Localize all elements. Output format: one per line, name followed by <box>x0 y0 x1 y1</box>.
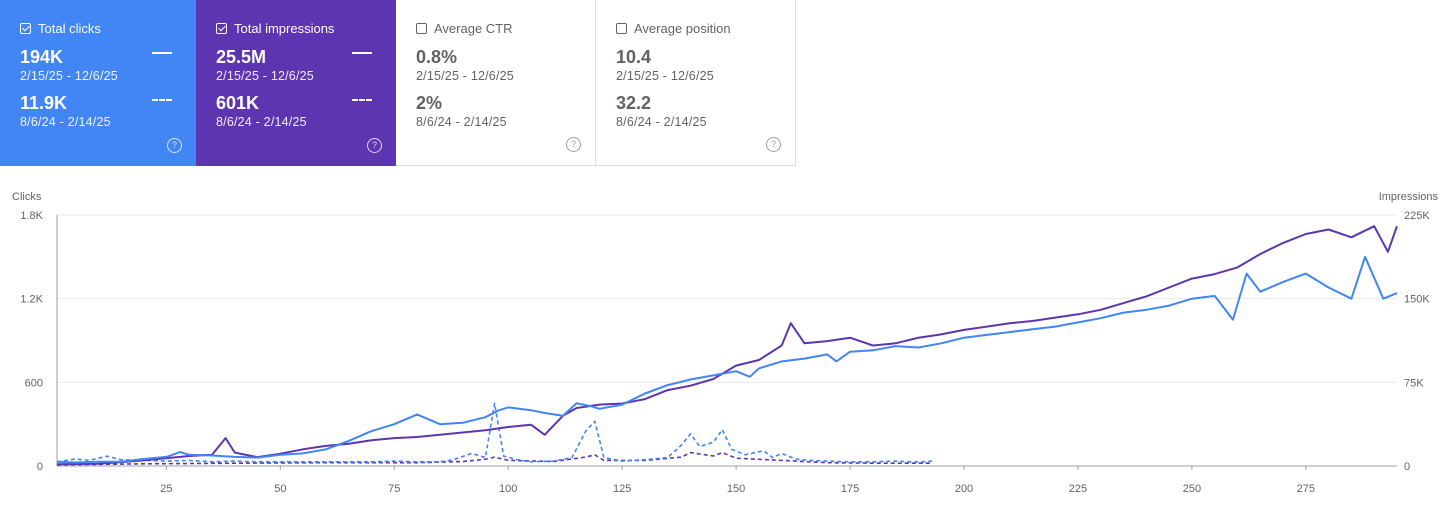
left-y-tick-label: 0 <box>37 461 43 473</box>
help-icon[interactable]: ? <box>367 138 382 153</box>
average-position-header[interactable]: Average position <box>616 21 731 36</box>
series-line-total-impressions <box>56 225 1398 466</box>
total-impressions-card[interactable]: Total impressions 25.5M 2/15/25 - 12/6/2… <box>196 0 396 166</box>
dashed-line-legend-icon <box>152 99 172 101</box>
total-clicks-label: Total clicks <box>38 21 101 36</box>
left-y-axis: 0 600 1.2K 1.8K <box>20 210 43 473</box>
total-clicks-previous-value: 11.9K <box>20 93 68 113</box>
x-tick-label: 50 <box>274 483 286 495</box>
total-clicks-previous-range: 8/6/24 - 2/14/25 <box>20 115 111 129</box>
left-y-tick-label: 1.2K <box>20 294 43 306</box>
average-ctr-previous-value: 2% <box>416 93 443 113</box>
average-ctr-current-value: 0.8% <box>416 47 458 67</box>
total-clicks-card[interactable]: Total clicks 194K 2/15/25 - 12/6/25 11.9… <box>0 0 196 166</box>
total-impressions-header[interactable]: Total impressions <box>216 21 334 36</box>
x-tick-label: 200 <box>955 483 973 495</box>
x-tick-label: 125 <box>613 483 631 495</box>
checkbox-unchecked-icon[interactable] <box>616 23 627 34</box>
average-ctr-card[interactable]: Average CTR 0.8% 2/15/25 - 12/6/25 2% 8/… <box>396 0 596 166</box>
checkbox-checked-icon[interactable] <box>216 23 227 34</box>
left-axis-title: Clicks <box>12 191 42 203</box>
gridlines <box>56 214 1397 467</box>
total-impressions-current-range: 2/15/25 - 12/6/25 <box>216 69 314 83</box>
average-position-current-range: 2/15/25 - 12/6/25 <box>616 69 714 83</box>
series-line-total-impressions-previous <box>56 451 933 466</box>
metric-cards: Total clicks 194K 2/15/25 - 12/6/25 11.9… <box>0 0 796 166</box>
left-y-tick-label: 600 <box>25 377 43 389</box>
x-tick-label: 275 <box>1297 483 1315 495</box>
series-lines <box>56 225 1398 466</box>
help-icon[interactable]: ? <box>766 137 781 152</box>
right-axis-title: Impressions <box>1378 191 1438 203</box>
total-clicks-current-range: 2/15/25 - 12/6/25 <box>20 69 118 83</box>
total-impressions-label: Total impressions <box>234 21 335 36</box>
series-line-total-clicks <box>56 255 1398 464</box>
x-tick-label: 225 <box>1069 483 1087 495</box>
checkbox-checked-icon[interactable] <box>20 23 31 34</box>
average-position-card[interactable]: Average position 10.4 2/15/25 - 12/6/25 … <box>596 0 796 166</box>
help-icon[interactable]: ? <box>566 137 581 152</box>
x-tick-label: 150 <box>727 483 745 495</box>
average-position-label: Average position <box>634 21 731 36</box>
total-impressions-current-value: 25.5M <box>216 47 267 67</box>
total-impressions-previous-range: 8/6/24 - 2/14/25 <box>216 115 307 129</box>
checkbox-unchecked-icon[interactable] <box>416 23 427 34</box>
right-y-tick-label: 225K <box>1404 210 1430 222</box>
solid-line-legend-icon <box>152 52 172 54</box>
help-icon[interactable]: ? <box>167 138 182 153</box>
left-y-tick-label: 1.8K <box>20 210 43 222</box>
x-tick-label: 25 <box>160 483 172 495</box>
dashed-line-legend-icon <box>352 99 372 101</box>
solid-line-legend-icon <box>352 52 372 54</box>
x-axis: 25 50 75 100 125 150 175 200 225 250 275 <box>160 466 1315 495</box>
total-clicks-header[interactable]: Total clicks <box>20 21 101 36</box>
average-ctr-header[interactable]: Average CTR <box>416 21 513 36</box>
series-line-total-clicks-previous <box>56 402 933 463</box>
right-y-tick-label: 0 <box>1404 461 1410 473</box>
x-tick-label: 100 <box>499 483 517 495</box>
x-tick-label: 175 <box>841 483 859 495</box>
right-y-tick-label: 75K <box>1404 377 1424 389</box>
right-y-tick-label: 150K <box>1404 294 1430 306</box>
average-position-current-value: 10.4 <box>616 47 652 67</box>
x-tick-label: 250 <box>1183 483 1201 495</box>
average-position-previous-value: 32.2 <box>616 93 652 113</box>
total-impressions-previous-value: 601K <box>216 93 260 113</box>
right-y-axis: 0 75K 150K 225K <box>1404 210 1430 473</box>
x-tick-label: 75 <box>388 483 400 495</box>
average-ctr-current-range: 2/15/25 - 12/6/25 <box>416 69 514 83</box>
total-clicks-current-value: 194K <box>20 47 64 67</box>
average-ctr-previous-range: 8/6/24 - 2/14/25 <box>416 115 507 129</box>
average-position-previous-range: 8/6/24 - 2/14/25 <box>616 115 707 129</box>
average-ctr-label: Average CTR <box>434 21 513 36</box>
